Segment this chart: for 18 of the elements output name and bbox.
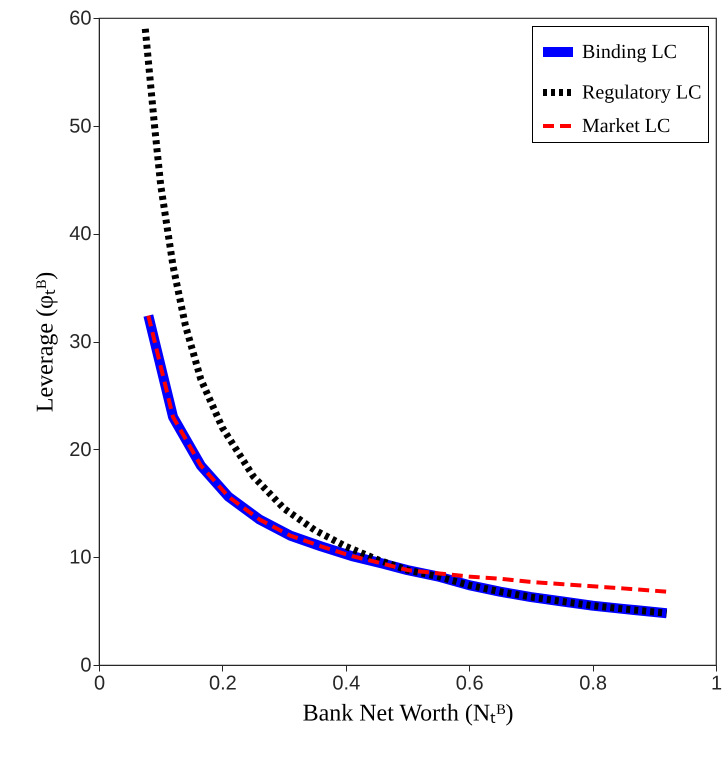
- x-tick-label: 0.6: [456, 672, 484, 694]
- y-tick-label: 60: [69, 8, 92, 30]
- x-tick-label: 0.4: [332, 672, 360, 694]
- y-tick-label: 20: [69, 438, 92, 461]
- legend-label: Binding LC: [582, 41, 678, 63]
- legend-label: Market LC: [582, 115, 670, 137]
- y-tick-label: 40: [69, 223, 92, 246]
- x-tick-label: 0.8: [579, 672, 608, 694]
- legend-label: Regulatory LC: [582, 82, 702, 104]
- x-tick-label: 0: [94, 672, 106, 694]
- x-tick-label: 1: [710, 672, 722, 694]
- x-axis-title: Bank Net Worth (Nₜᴮ): [302, 700, 514, 726]
- y-tick-label: 30: [69, 331, 92, 353]
- x-tick-label: 0.2: [208, 672, 237, 694]
- y-axis-title: Leverage (φₜᴮ): [32, 272, 58, 412]
- y-tick-label: 10: [69, 546, 92, 569]
- y-tick-label: 50: [69, 115, 92, 138]
- y-tick-label: 0: [80, 654, 92, 676]
